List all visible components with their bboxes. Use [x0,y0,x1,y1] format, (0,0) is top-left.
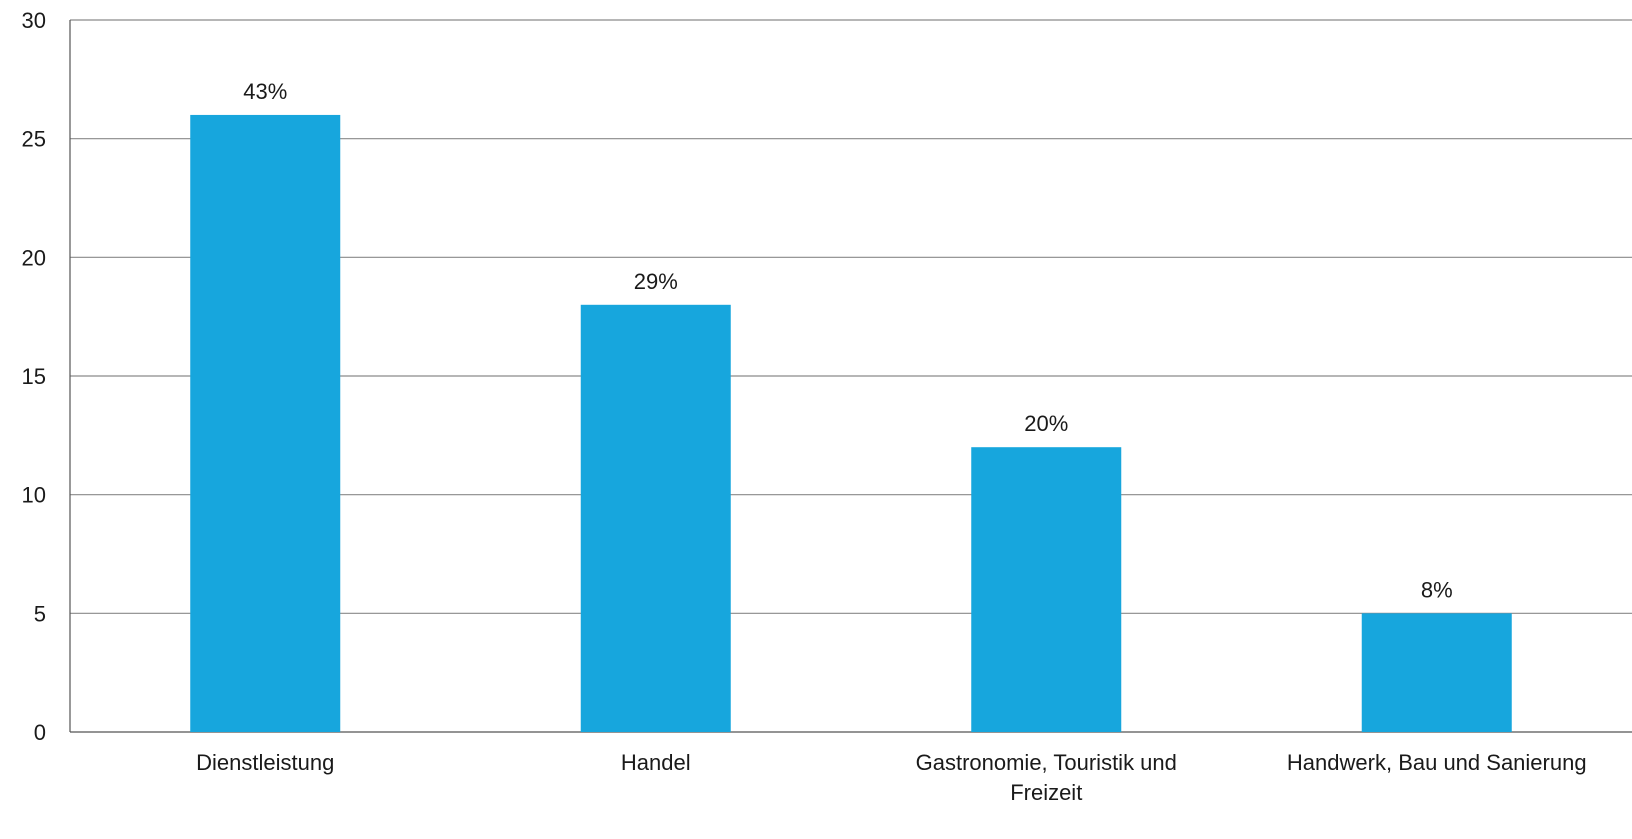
bar [580,304,731,732]
x-category-label: Gastronomie, Touristik und Freizeit [916,750,1177,805]
bar [190,114,341,732]
y-tick-label: 25 [22,127,46,152]
data-label: 29% [634,269,678,294]
x-category-label: Dienstleistung [196,750,334,775]
y-tick-label: 30 [22,8,46,33]
x-category-label-line: Dienstleistung [196,750,334,775]
bar [971,447,1122,732]
data-label: 8% [1421,577,1453,602]
y-tick-label: 5 [34,601,46,626]
x-category-label-line: Gastronomie, Touristik und [916,750,1177,775]
x-category-label-line: Handwerk, Bau und Sanierung [1287,750,1587,775]
data-labels: 43% 29% 20% 8% [243,79,1452,602]
y-tick-label: 0 [34,720,46,745]
y-tick-label: 10 [22,483,46,508]
x-category-label: Handel [621,750,691,775]
data-label: 20% [1024,411,1068,436]
y-tick-label: 20 [22,245,46,270]
bars [190,114,1512,732]
data-label: 43% [243,79,287,104]
x-category-label: Handwerk, Bau und Sanierung [1287,750,1587,775]
y-axis-tick-labels: 0 5 10 15 20 25 30 [22,8,46,745]
x-axis-category-labels: Dienstleistung Handel Gastronomie, Tourist… [196,750,1586,805]
y-tick-label: 15 [22,364,46,389]
x-category-label-line: Handel [621,750,691,775]
x-category-label-line: Freizeit [1010,780,1082,805]
bar [1361,613,1512,732]
